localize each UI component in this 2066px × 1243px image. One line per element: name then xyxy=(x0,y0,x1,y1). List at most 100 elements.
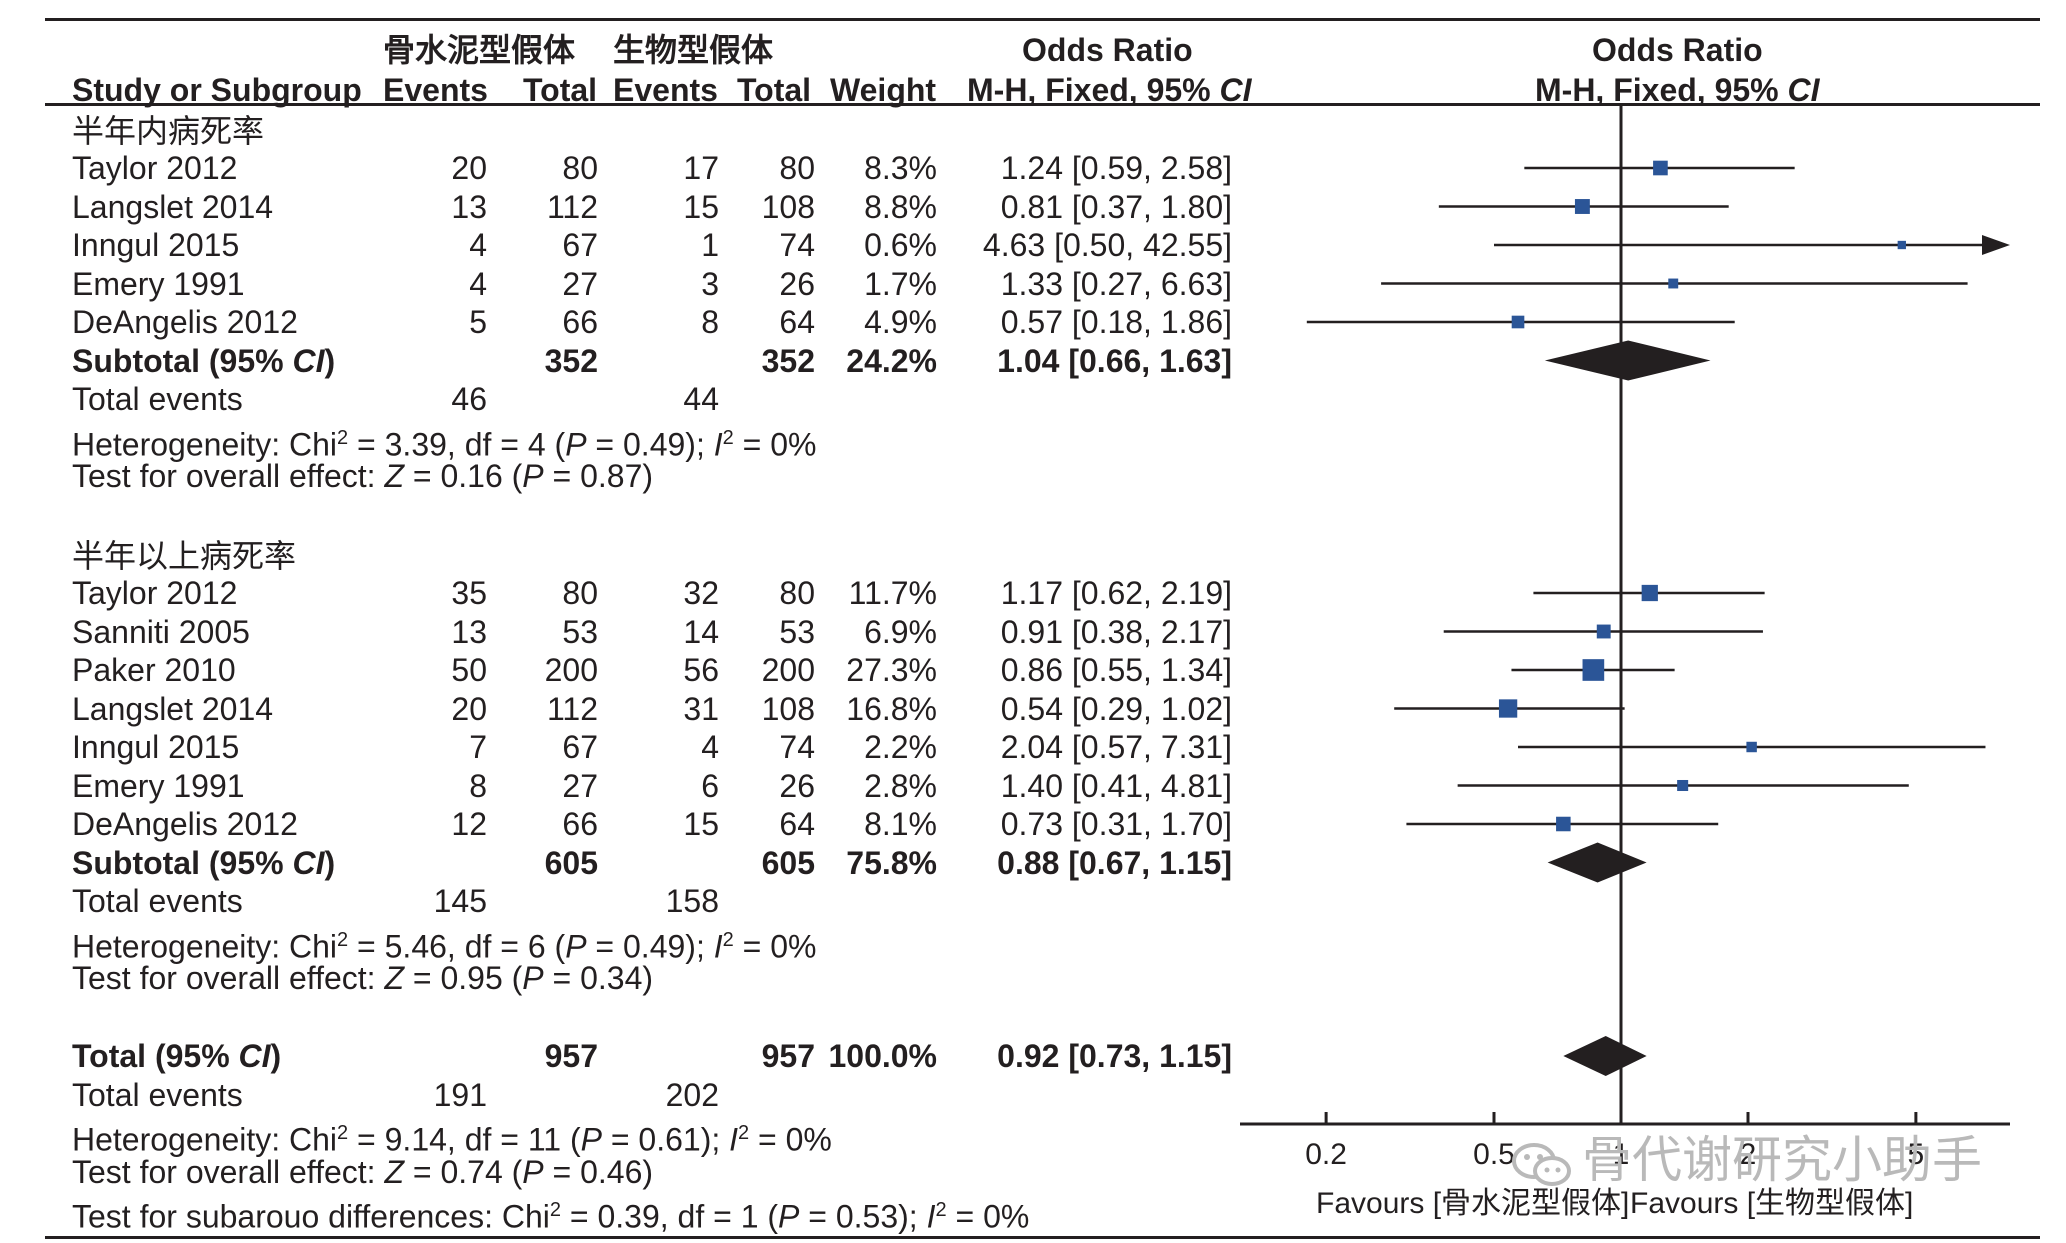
plot-title: Odds Ratio xyxy=(1592,32,1763,68)
bottom-rule xyxy=(45,1236,2040,1239)
heterogeneity-1-sup2: 2 xyxy=(722,928,734,951)
grand-total-events-label: Total events xyxy=(72,1076,243,1113)
weight-value: 11.7% xyxy=(848,575,937,611)
study-name: Langslet 2014 xyxy=(72,188,274,225)
events2-value: 1 xyxy=(701,227,719,263)
point-marker xyxy=(1574,199,1590,214)
total2-value: 108 xyxy=(761,188,815,225)
or-ci-value: 2.04 [0.57, 7.31] xyxy=(1000,729,1232,765)
study-name: DeAngelis 2012 xyxy=(72,304,298,340)
study-name: Inngul 2015 xyxy=(72,227,240,263)
subtotal-1-weight: 75.8% xyxy=(846,844,937,881)
total1-header: Total xyxy=(523,72,598,108)
subgroup-differences-b: = 0.39, df = 1 ( xyxy=(561,1198,779,1235)
subtotal-0-close: ) xyxy=(324,342,336,379)
grand-heterogeneity-a: Heterogeneity: Chi xyxy=(72,1121,338,1158)
events2-value: 4 xyxy=(701,729,719,765)
events2-value: 6 xyxy=(701,767,719,804)
overall-effect-0-p: P xyxy=(522,458,544,494)
or-ci-value: 4.63 [0.50, 42.55] xyxy=(982,227,1232,263)
grand-overall-effect: Test for overall effect: Z = 0.74 (P = 0… xyxy=(72,1154,653,1190)
point-marker xyxy=(1668,278,1679,289)
x-tick-label: 1 xyxy=(1613,1138,1630,1171)
events1-value: 13 xyxy=(451,613,487,650)
point-marker xyxy=(1582,659,1605,681)
subgroup-differences-sup2: 2 xyxy=(935,1199,947,1221)
subtotal-0-label-text: Subtotal (95% xyxy=(72,342,293,379)
weight-value: 2.8% xyxy=(864,767,937,804)
or-ci-value: 1.24 [0.59, 2.58] xyxy=(1000,150,1232,186)
total1-value: 66 xyxy=(562,304,598,340)
events1-value: 50 xyxy=(451,652,487,688)
events2-value: 8 xyxy=(701,304,719,340)
subgroup-differences-a: Test for subarouo differences: Chi xyxy=(72,1198,550,1235)
events1-value: 8 xyxy=(469,767,487,804)
subtotal-1-or-ci: 0.88 [0.67, 1.15] xyxy=(997,844,1232,881)
header-rule xyxy=(45,103,2040,106)
subtotal-0-total1: 352 xyxy=(544,342,598,379)
total2-value: 53 xyxy=(779,613,815,650)
events2-value: 3 xyxy=(701,265,719,302)
subtotal-diamond xyxy=(1544,340,1711,381)
grand-overall-effect-c: = 0.46) xyxy=(543,1153,654,1190)
total1-value: 67 xyxy=(562,729,598,765)
total2-value: 74 xyxy=(779,227,815,263)
total2-header: Total xyxy=(737,72,812,108)
or-ci-value: 0.81 [0.37, 1.80] xyxy=(1000,188,1232,225)
watermark-text: 骨代谢研究小助手 xyxy=(1582,1131,1982,1189)
study-name: DeAngelis 2012 xyxy=(72,806,298,842)
total2-value: 80 xyxy=(779,575,815,611)
subtotal-0-label: Subtotal (95% CI) xyxy=(72,343,335,379)
grand-heterogeneity: Heterogeneity: Chi2 = 9.14, df = 11 (P =… xyxy=(72,1115,832,1158)
overall-effect-0-c: = 0.87) xyxy=(543,458,654,494)
subgroup-differences-p: P xyxy=(778,1198,800,1235)
total1-value: 80 xyxy=(562,150,598,186)
grand-overall-effect-a: Test for overall effect: xyxy=(72,1153,385,1190)
grand-overall-effect-z: Z xyxy=(384,1153,404,1190)
ci-arrow xyxy=(1982,235,2010,255)
or-ci-value: 1.40 [0.41, 4.81] xyxy=(1000,767,1232,804)
heterogeneity-0-b: = 3.39, df = 4 ( xyxy=(348,426,566,463)
study-col-header: Study or Subgroup xyxy=(72,72,362,108)
total1-value: 27 xyxy=(562,265,598,302)
favours-right-label: Favours [生物型假体] xyxy=(1630,1187,1914,1220)
events1-value: 35 xyxy=(451,575,487,611)
total1-value: 27 xyxy=(562,767,598,804)
total2-value: 26 xyxy=(779,767,815,804)
subgroup-differences-sup: 2 xyxy=(549,1199,562,1221)
total2-value: 108 xyxy=(761,690,815,727)
or-ci-value: 1.33 [0.27, 6.63] xyxy=(1000,265,1232,302)
events2-value: 32 xyxy=(683,575,719,611)
events1-value: 5 xyxy=(469,304,487,340)
heterogeneity-0-d: = 0% xyxy=(733,426,817,463)
events1-value: 20 xyxy=(451,690,487,727)
events2-value: 14 xyxy=(683,613,719,650)
overall-effect-1-c: = 0.34) xyxy=(543,960,654,996)
or-ci-value: 0.86 [0.55, 1.34] xyxy=(1000,652,1232,688)
weight-value: 8.3% xyxy=(864,150,937,186)
weight-header: Weight xyxy=(830,72,937,108)
subtotal-1-close: ) xyxy=(324,844,336,881)
x-tick-label: 2 xyxy=(1740,1138,1757,1171)
overall-effect-1-z: Z xyxy=(384,960,404,996)
events1-value: 13 xyxy=(451,188,487,225)
or-ci-value: 0.73 [0.31, 1.70] xyxy=(1000,806,1232,842)
subtotal-diamond xyxy=(1547,842,1647,883)
study-name: Sanniti 2005 xyxy=(72,613,250,650)
or-ci-value: 0.54 [0.29, 1.02] xyxy=(1000,690,1232,727)
point-marker xyxy=(1641,584,1658,602)
events1-value: 20 xyxy=(451,150,487,186)
subtotal-1-label: Subtotal (95% CI) xyxy=(72,845,335,881)
total2-value: 80 xyxy=(779,150,815,186)
study-name: Langslet 2014 xyxy=(72,690,274,727)
total2-value: 64 xyxy=(779,806,815,842)
weight-value: 16.8% xyxy=(846,690,937,727)
total-events-label: Total events xyxy=(72,381,243,417)
total2-value: 74 xyxy=(779,729,815,765)
total1-value: 66 xyxy=(562,806,598,842)
events2-header: Events xyxy=(613,72,718,108)
heterogeneity-1-d: = 0% xyxy=(733,928,817,965)
heterogeneity-0-sup: 2 xyxy=(337,426,349,449)
weight-value: 0.6% xyxy=(864,227,937,263)
heterogeneity-1: Heterogeneity: Chi2 = 5.46, df = 6 (P = … xyxy=(72,922,817,965)
